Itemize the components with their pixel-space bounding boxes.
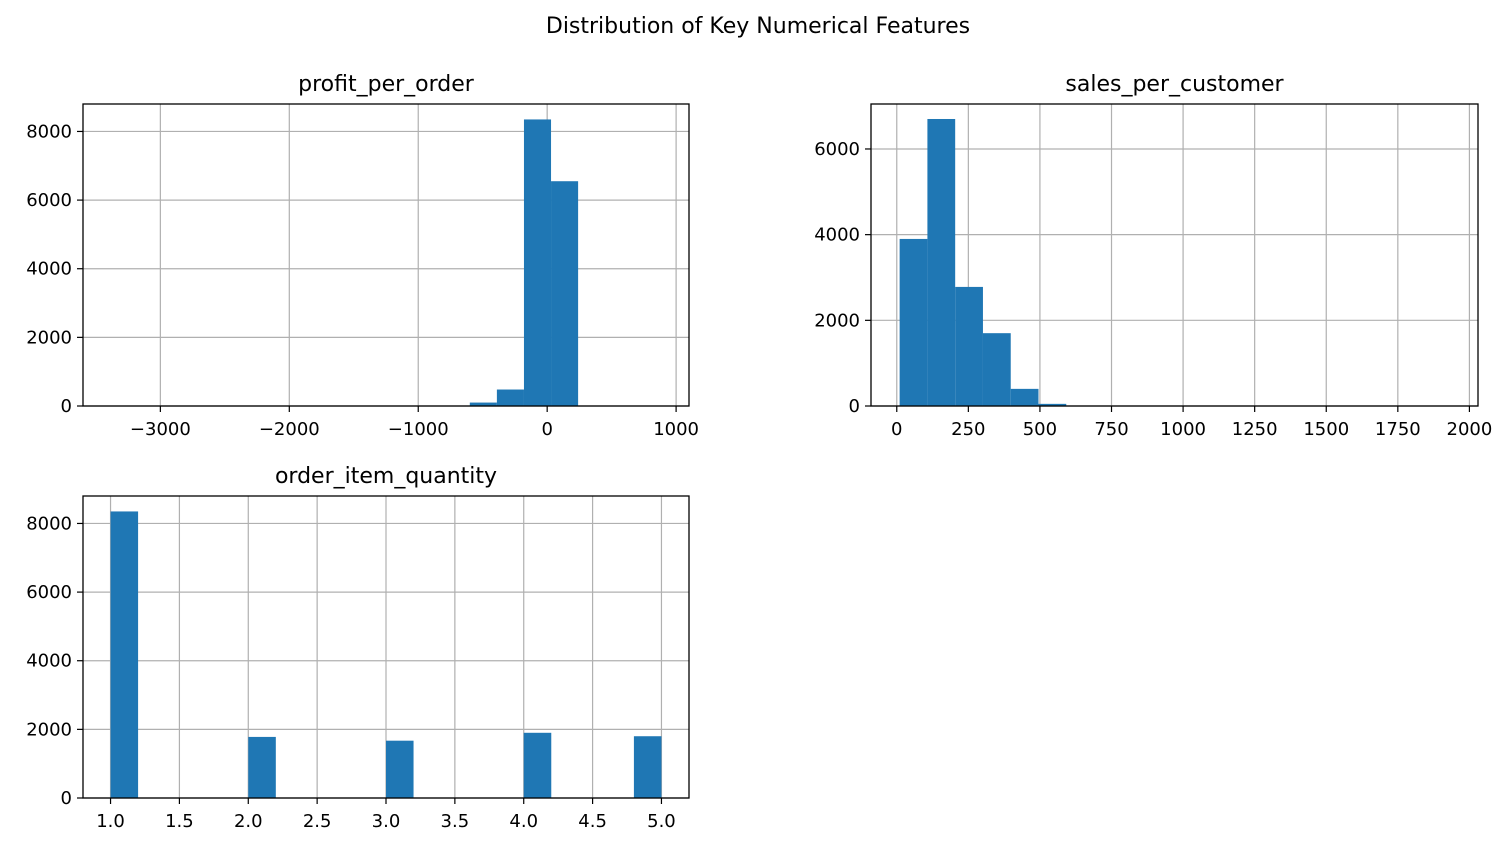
x-tick-label: −2000	[259, 419, 320, 440]
y-tick-label: 6000	[26, 190, 72, 211]
y-tick-label: 4000	[814, 225, 860, 246]
subplot-order_item_quantity: 1.0 1.5 2.0 2.5 3.0 3.5 4.0 4.5 5.0 0 2000 4000 6000…	[26, 464, 690, 832]
y-tick-label: 2000	[26, 719, 72, 740]
histogram-bar	[110, 511, 139, 798]
subplot-title: profit_per_order	[298, 72, 475, 97]
histogram-bar	[386, 740, 414, 798]
histogram-bar	[1010, 388, 1039, 406]
y-tick-label: 2000	[26, 327, 72, 348]
histogram-bar	[523, 119, 552, 407]
histogram-bar	[469, 402, 497, 406]
x-tick-label: 1.5	[165, 811, 194, 832]
subplot-profit_per_order: −3000 −2000 −1000 0 1000 0 2000 4000 6000 8000 pro…	[26, 72, 699, 440]
x-tick-label: 4.5	[578, 811, 607, 832]
y-tick-label: 4000	[26, 651, 72, 672]
x-tick-label: 750	[1094, 419, 1128, 440]
x-tick-label: 1000	[1160, 419, 1206, 440]
subplot-sales_per_customer: 0 250 500 750 1000 1250 1500 1750 2000 0 2000 4000 6…	[814, 72, 1492, 440]
y-tick-label: 8000	[26, 121, 72, 142]
y-tick-label: 8000	[26, 513, 72, 534]
axes-frame	[82, 103, 690, 407]
x-tick-label: 3.5	[441, 811, 470, 832]
x-tick-label: 0	[891, 419, 902, 440]
subplot-title: order_item_quantity	[275, 464, 497, 489]
x-tick-label: −3000	[130, 419, 191, 440]
y-tick-label: 6000	[814, 139, 860, 160]
histogram-bar	[248, 736, 276, 798]
x-tick-label: 1500	[1303, 419, 1349, 440]
x-tick-label: 1250	[1232, 419, 1278, 440]
x-tick-label: 1750	[1375, 419, 1421, 440]
x-tick-label: 2.0	[234, 811, 263, 832]
x-tick-label: 2000	[1447, 419, 1493, 440]
subplot-title: sales_per_customer	[1065, 72, 1284, 97]
histogram-bar	[955, 286, 983, 406]
x-tick-label: 500	[1023, 419, 1057, 440]
histogram-bar	[496, 389, 524, 406]
y-tick-label: 0	[849, 396, 860, 417]
x-tick-label: 2.5	[303, 811, 332, 832]
histogram-bar	[927, 118, 956, 406]
x-tick-label: 0	[541, 419, 552, 440]
x-tick-label: 1.0	[96, 811, 125, 832]
x-tick-label: 4.0	[509, 811, 538, 832]
y-tick-label: 2000	[814, 310, 860, 331]
subplots: −3000 −2000 −1000 0 1000 0 2000 4000 6000 8000 pro…	[26, 72, 1492, 832]
y-tick-label: 6000	[26, 582, 72, 603]
y-tick-label: 0	[61, 396, 72, 417]
x-tick-label: 250	[951, 419, 985, 440]
axes-frame	[870, 103, 1479, 407]
x-tick-label: 5.0	[647, 811, 676, 832]
x-tick-label: −1000	[388, 419, 449, 440]
x-tick-label: 3.0	[372, 811, 401, 832]
y-tick-label: 0	[61, 788, 72, 809]
figure-title: Distribution of Key Numerical Features	[546, 14, 970, 39]
x-tick-label: 1000	[653, 419, 699, 440]
histogram-bar	[982, 333, 1011, 406]
histogram-bar	[899, 238, 928, 406]
histogram-bar	[523, 732, 552, 798]
histogram-bar	[1038, 403, 1067, 406]
histogram-bar	[551, 181, 579, 406]
histogram-bar	[633, 736, 662, 798]
y-tick-label: 4000	[26, 259, 72, 280]
